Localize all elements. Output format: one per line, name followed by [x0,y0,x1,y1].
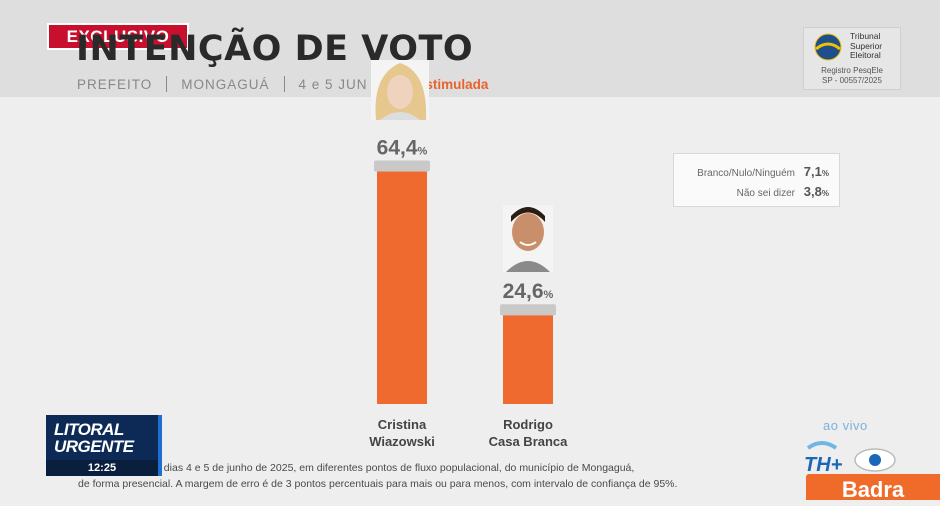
bar-cap [500,304,556,316]
methodology-note: 060 eleitores, nos dias 4 e 5 de junho d… [78,460,738,492]
broadcast-clock: 12:25 [46,460,158,476]
methodology-line: de forma presencial. A margem de erro é … [78,478,678,490]
registration-line: Registro PesqEle [821,66,883,75]
category-label: Casa Branca [489,434,569,449]
exclusive-badge: EXCLUSIVO [47,23,189,50]
program-name-line: LITORAL [54,420,124,439]
value-unit: % [821,169,829,178]
divider [283,76,285,92]
tse-name: Tribunal Superior Eleitoral [850,31,898,61]
channel-name: TH+ [804,454,843,474]
methodology-line: 060 eleitores, nos dias 4 e 5 de junho d… [78,462,635,474]
program-logo: LITORAL URGENTE 12:25 [46,415,162,476]
city-label: MONGAGUÁ [181,76,270,92]
other-answer-value: 7,1% [795,164,829,179]
candidate-2-photo [503,205,553,272]
tse-registration-box: Tribunal Superior Eleitoral Registro Pes… [803,27,901,90]
divider [166,76,168,92]
value-unit: % [821,189,829,198]
bar-2 [503,315,553,404]
other-answer-value: 3,8% [795,184,829,199]
other-answer-label: Branco/Nulo/Ninguém [697,168,795,179]
registration-line: SP - 00557/2025 [822,75,882,85]
category-label: Wiazowski [369,434,435,449]
sponsor-logo: Badra [806,474,940,502]
tse-emblem-icon [814,33,842,61]
value-number: 3,8 [803,184,822,199]
live-indicator: ao vivo [823,418,868,433]
eye-pupil-icon [869,454,881,466]
channel-logo: TH+ [804,441,896,474]
tse-name-line: Tribunal [850,31,881,41]
program-name-line: URGENTE [54,437,134,456]
data-label-unit: % [544,289,554,301]
data-label: 64,4% [377,137,428,160]
value-number: 7,1 [803,164,822,179]
tse-name-line: Eleitoral [850,50,881,60]
bar-cap [374,160,430,172]
office-label: PREFEITO [77,76,153,92]
survey-type-label: Estimulada [416,76,489,92]
data-label-unit: % [418,146,428,158]
category-label: Cristina [378,417,427,432]
other-answer-row: Branco/Nulo/Ninguém 7,1% [674,164,829,179]
registration-number: Registro PesqEle SP - 00557/2025 [804,66,900,85]
other-answer-label: Não sei dizer [736,188,795,199]
wave-icon [806,441,838,450]
category-label: Rodrigo [503,417,553,432]
candidate-1-photo [371,60,429,120]
other-answer-row: Não sei dizer 3,8% [674,184,829,199]
bar-1 [377,171,427,404]
tse-name-line: Superior [850,40,883,51]
other-answers-box: Branco/Nulo/Ninguém 7,1% Não sei dizer 3… [673,153,840,207]
data-label: 24,6% [503,280,554,303]
